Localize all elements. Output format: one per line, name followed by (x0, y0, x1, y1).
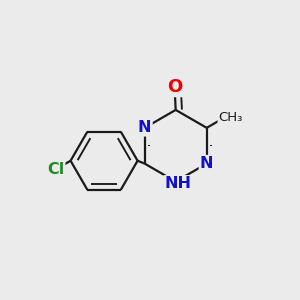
Text: CH₃: CH₃ (219, 111, 243, 124)
Text: NH: NH (164, 176, 191, 191)
Text: O: O (167, 78, 182, 96)
Text: N: N (138, 120, 152, 135)
Text: N: N (200, 156, 214, 171)
Text: Cl: Cl (47, 162, 64, 177)
